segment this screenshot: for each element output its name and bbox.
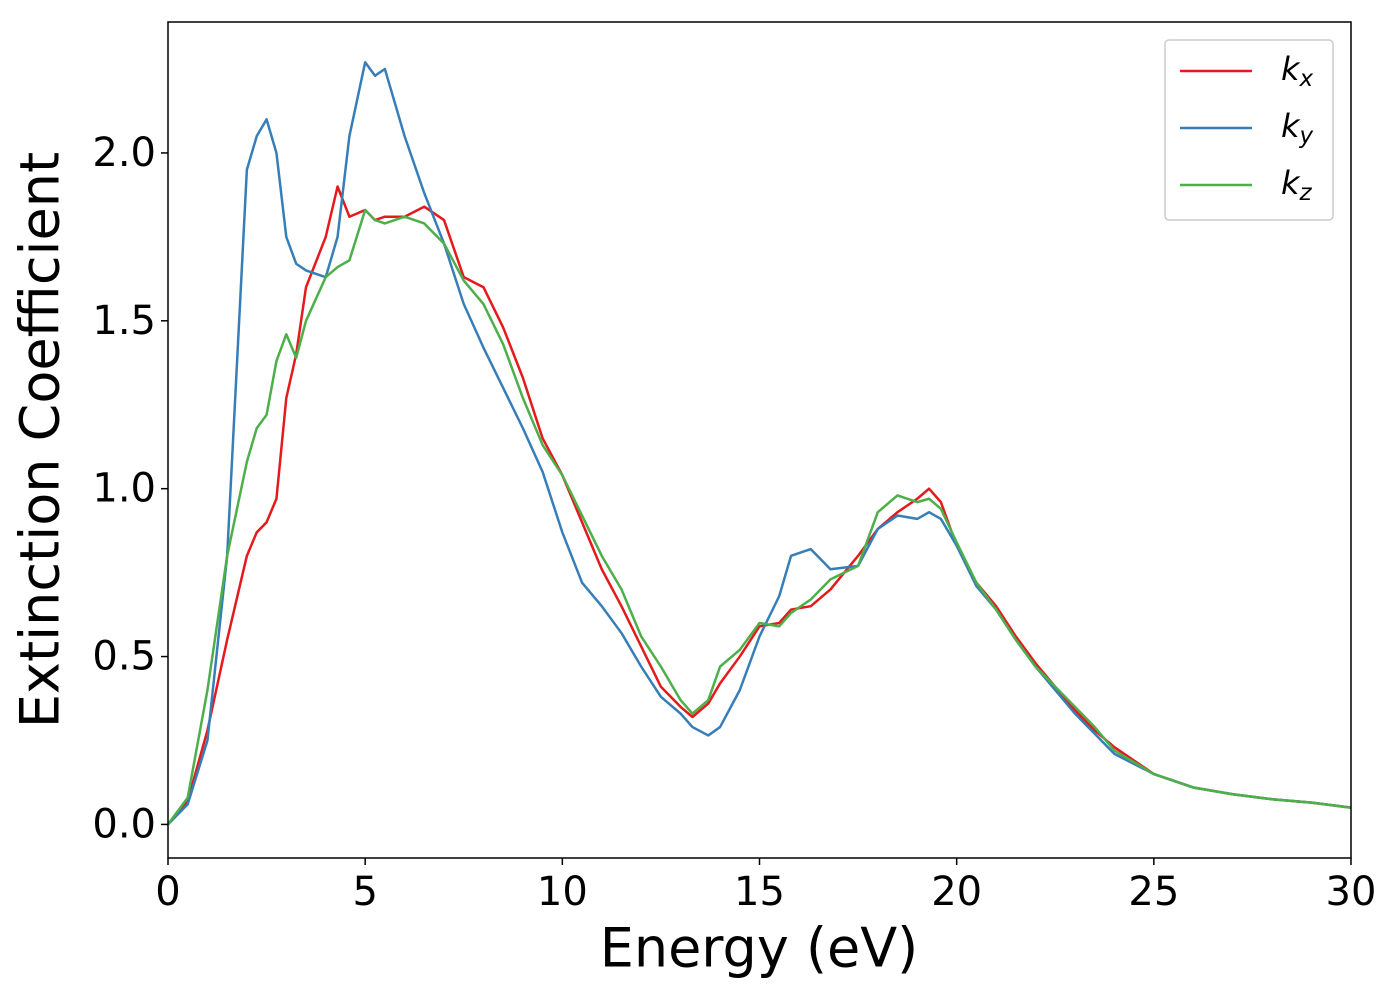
legend-label: ky — [1281, 107, 1314, 149]
legend-label: kz — [1281, 164, 1313, 206]
x-tick-label: 30 — [1326, 869, 1377, 915]
data-line — [166, 208, 1352, 826]
legend-box — [1164, 39, 1334, 221]
x-axis-label: Energy (eV) — [600, 917, 919, 980]
y-axis-label: Extinction Coefficient — [9, 152, 72, 728]
legend-label: kx — [1281, 50, 1314, 92]
x-tick-label: 15 — [734, 869, 785, 915]
y-tick-label: 0.0 — [92, 801, 156, 847]
x-tick-label: 10 — [537, 869, 588, 915]
y-tick-label: 0.5 — [92, 634, 156, 680]
y-tick-label: 1.5 — [92, 298, 156, 344]
x-tick-label: 20 — [931, 869, 982, 915]
x-tick-label: 25 — [1128, 869, 1179, 915]
x-tick-label: 0 — [155, 869, 180, 915]
x-tick-label: 5 — [352, 869, 377, 915]
plot-frame — [167, 21, 1352, 859]
data-line — [167, 185, 1352, 826]
y-tick-label: 2.0 — [92, 130, 156, 176]
y-tick-label: 1.0 — [92, 466, 156, 512]
